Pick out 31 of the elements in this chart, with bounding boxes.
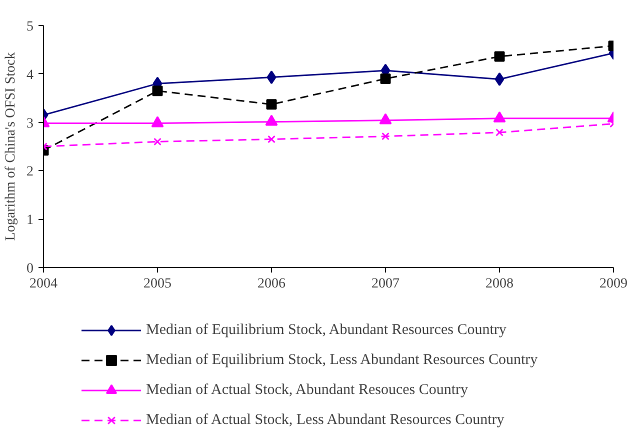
point <box>382 132 390 140</box>
point <box>496 128 504 136</box>
point <box>379 113 392 124</box>
legend-label: Median of Equilibrium Stock, Less Abundant Resources Country <box>146 350 538 370</box>
x-tick-label: 2009 <box>600 276 628 292</box>
point <box>151 116 164 128</box>
x-tick-label: 2005 <box>144 276 172 292</box>
point <box>380 73 391 84</box>
y-tick-label: 5 <box>26 20 34 34</box>
x-tick-label: 2008 <box>486 276 514 292</box>
x-tick-label: 2004 <box>30 276 58 292</box>
point <box>152 86 163 96</box>
point <box>265 114 278 126</box>
y-tick-label: 0 <box>26 262 34 276</box>
y-tick-label: 3 <box>26 116 34 132</box>
point <box>266 99 277 110</box>
x-tick-label: 2007 <box>372 276 400 292</box>
x-tick-label: 2006 <box>258 276 286 292</box>
y-tick-label: 4 <box>26 68 34 83</box>
legend-label: Median of Actual Stock, Abundant Resouces Country <box>146 380 468 400</box>
point <box>154 138 162 146</box>
y-tick-label: 2 <box>26 164 34 180</box>
point <box>266 70 276 84</box>
legend-label: Median of Actual Stock, Less Abundant Resources Country <box>146 410 504 430</box>
y-tick-label: 1 <box>26 213 34 228</box>
y-axis-title: Logarithm of China's OFSI Stock <box>4 52 18 241</box>
legend-label: Median of Equilibrium Stock, Abundant Resources Country <box>146 320 506 340</box>
point <box>268 135 276 144</box>
point <box>494 51 505 62</box>
point <box>493 111 506 122</box>
point <box>494 72 504 86</box>
